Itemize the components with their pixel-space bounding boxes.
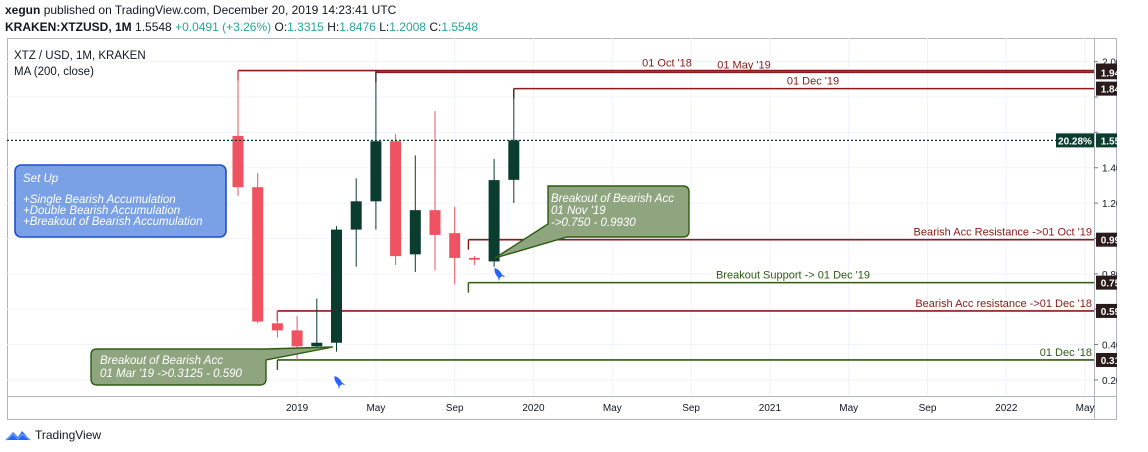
last-price: 1.5548 — [135, 20, 172, 34]
candle-body — [350, 201, 362, 230]
x-tick-label: May — [603, 403, 622, 414]
candle-body — [271, 323, 283, 331]
y-tick-label: 0.4000 — [1102, 341, 1117, 352]
breakout-mar19-callout — [90, 346, 334, 386]
breakout-nov19-line-2: 01 Nov '19 — [551, 205, 606, 217]
change-badge-label: 20.28% — [1058, 136, 1092, 147]
breakout-nov19-callout — [494, 185, 690, 259]
candle-body — [429, 210, 441, 235]
symbol-info-bar: KRAKEN:XTZUSD, 1M 1.5548 +0.0491 (+3.26%… — [5, 20, 478, 34]
open-value: 1.3315 — [287, 20, 324, 34]
chart-title: XTZ / USD, 1M, KRAKEN — [14, 50, 146, 62]
level-line-label: 01 Oct '18 — [642, 58, 692, 70]
setup-title: Set Up — [23, 173, 59, 185]
candle-body — [331, 229, 342, 343]
breakout-nov19-annotation[interactable]: Breakout of Bearish Acc 01 Nov '19 ->0.7… — [494, 185, 690, 259]
y-tick-label: 1.2000 — [1102, 199, 1117, 210]
price-badge-label: 1.8476 — [1101, 85, 1117, 96]
setup-line-1: +Single Bearish Accumulation — [23, 194, 176, 206]
level-line-label: Breakout Support -> 01 Dec '19 — [716, 270, 870, 282]
candle-body — [488, 180, 500, 262]
tradingview-logo-icon — [5, 431, 31, 441]
price-chart[interactable]: 0.20000.40000.80001.00001.20001.40002.00… — [7, 38, 1136, 420]
setup-line-2: +Double Bearish Accumulation — [23, 205, 180, 217]
y-tick-label: 1.4000 — [1102, 164, 1117, 175]
candle-body — [449, 233, 461, 258]
price-badge-label: 0.9930 — [1101, 236, 1117, 247]
candle-body — [508, 140, 520, 180]
setup-annotation[interactable]: Set Up +Single Bearish Accumulation +Dou… — [14, 164, 227, 238]
grid-lines — [7, 38, 1094, 396]
price-badge-label: 0.7500 — [1101, 279, 1117, 290]
open-label: O: — [274, 20, 288, 34]
symbol-label: KRAKEN:XTZUSD, 1M — [5, 20, 132, 34]
candle-body — [291, 330, 303, 347]
breakout-mar19-line-1: Breakout of Bearish Acc — [100, 355, 223, 367]
level-line-label: Bearish Acc resistance ->01 Dec '18 — [915, 298, 1092, 310]
publish-info: xegun published on TradingView.com, Dece… — [5, 3, 396, 17]
x-tick-label: May — [366, 403, 385, 414]
current-price-badge-label: 1.5548 — [1101, 136, 1117, 147]
x-tick-label: 2022 — [995, 403, 1018, 414]
level-lines: 01 Oct '18 01 May '19 01 Dec '19 Bearish Ac… — [237, 58, 1094, 370]
breakout-nov19-line-3: ->0.750 - 0.9930 — [551, 217, 636, 229]
y-tick-label: 0.2000 — [1102, 376, 1117, 387]
x-tick-label: Sep — [919, 403, 937, 414]
breakout-nov19-line-1: Breakout of Bearish Acc — [551, 193, 674, 205]
rocket-icon[interactable] — [331, 374, 346, 390]
close-label: C: — [429, 20, 442, 34]
published-text: published on TradingView.com, December 2… — [43, 3, 397, 17]
breakout-mar19-line-2: 01 Mar '19 ->0.3125 - 0.590 — [100, 368, 242, 380]
x-tick-label: 2019 — [286, 403, 309, 414]
candle-body — [370, 141, 382, 202]
low-value: 1.2008 — [389, 20, 426, 34]
setup-box — [14, 164, 227, 238]
author-name[interactable]: xegun — [5, 3, 41, 17]
level-line-label: 01 Dec '18 — [1040, 347, 1092, 359]
chart-container[interactable]: 0.20000.40000.80001.00001.20001.40002.00… — [7, 38, 1136, 420]
x-axis-ticks: 2019 May Sep 2020 May Sep 2021 May Sep 2022 May — [286, 403, 1095, 414]
setup-line-3: +Breakout of Bearish Accumulation — [23, 216, 203, 228]
candles — [232, 70, 520, 360]
high-label: H: — [327, 20, 340, 34]
x-tick-label: Sep — [682, 403, 700, 414]
candle-body — [252, 187, 264, 322]
indicator-label: MA (200, close) — [14, 66, 94, 78]
low-label: L: — [379, 20, 390, 34]
price-badge-label: 1.9400 — [1101, 68, 1117, 79]
high-value: 1.8476 — [339, 20, 376, 34]
brand-footer[interactable]: TradingView — [5, 428, 101, 442]
rocket-icon[interactable] — [491, 266, 506, 282]
level-line-label: 01 May '19 — [717, 59, 770, 71]
x-tick-label: 2021 — [759, 403, 782, 414]
change-badge — [1056, 133, 1094, 148]
level-line-label: 01 Dec '19 — [787, 76, 839, 88]
x-tick-label: Sep — [446, 403, 464, 414]
candle-body — [468, 257, 480, 260]
x-tick-label: May — [839, 403, 858, 414]
x-tick-label: May — [1076, 403, 1095, 414]
price-badge-label: 0.5900 — [1101, 307, 1117, 318]
x-tick-label: 2020 — [522, 403, 545, 414]
candle-body — [311, 342, 323, 347]
price-badge-label: 0.3125 — [1101, 356, 1117, 367]
brand-name: TradingView — [35, 428, 102, 442]
candle-body — [232, 135, 244, 188]
close-value: 1.5548 — [441, 20, 479, 34]
level-line-label: Bearish Acc Resistance ->01 Oct '19 — [914, 227, 1093, 239]
breakout-mar19-annotation[interactable]: Breakout of Bearish Acc 01 Mar '19 ->0.3… — [90, 346, 334, 386]
price-change: +0.0491 (+3.26%) — [175, 20, 272, 34]
candle-body — [409, 210, 421, 255]
candle-body — [390, 141, 402, 257]
